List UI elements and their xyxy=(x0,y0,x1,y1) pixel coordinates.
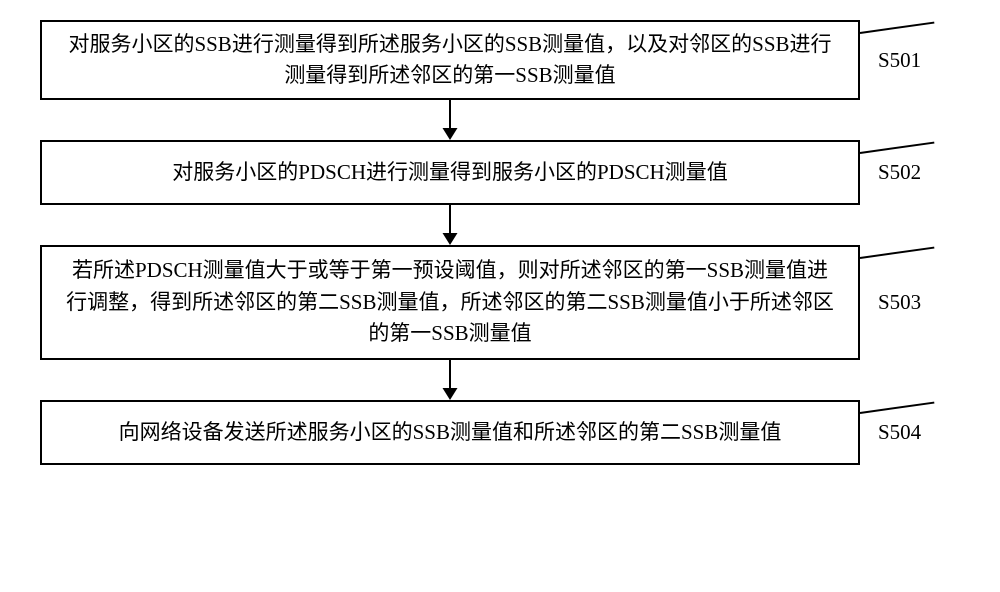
step-text-2: 对服务小区的PDSCH进行测量得到服务小区的PDSCH测量值 xyxy=(172,157,727,189)
step-box-3: 若所述PDSCH测量值大于或等于第一预设阈值，则对所述邻区的第一SSB测量值进行… xyxy=(40,245,860,360)
arrow-icon xyxy=(438,100,462,140)
step-label-2: S502 xyxy=(878,160,921,185)
step-label-3: S503 xyxy=(878,290,921,315)
step-row-4: 向网络设备发送所述服务小区的SSB测量值和所述邻区的第二SSB测量值 S504 xyxy=(40,400,960,465)
arrow-2-3 xyxy=(40,205,860,245)
step-text-1: 对服务小区的SSB进行测量得到所述服务小区的SSB测量值，以及对邻区的SSB进行… xyxy=(62,29,838,92)
step-row-1: 对服务小区的SSB进行测量得到所述服务小区的SSB测量值，以及对邻区的SSB进行… xyxy=(40,20,960,100)
step-label-1: S501 xyxy=(878,48,921,73)
step-box-2: 对服务小区的PDSCH进行测量得到服务小区的PDSCH测量值 xyxy=(40,140,860,205)
step-box-1: 对服务小区的SSB进行测量得到所述服务小区的SSB测量值，以及对邻区的SSB进行… xyxy=(40,20,860,100)
arrow-icon xyxy=(438,205,462,245)
arrow-1-2 xyxy=(40,100,860,140)
step-text-3: 若所述PDSCH测量值大于或等于第一预设阈值，则对所述邻区的第一SSB测量值进行… xyxy=(62,255,838,350)
step-box-4: 向网络设备发送所述服务小区的SSB测量值和所述邻区的第二SSB测量值 xyxy=(40,400,860,465)
arrow-icon xyxy=(438,360,462,400)
step-row-2: 对服务小区的PDSCH进行测量得到服务小区的PDSCH测量值 S502 xyxy=(40,140,960,205)
step-label-4: S504 xyxy=(878,420,921,445)
step-text-4: 向网络设备发送所述服务小区的SSB测量值和所述邻区的第二SSB测量值 xyxy=(119,417,782,449)
arrow-3-4 xyxy=(40,360,860,400)
flowchart-container: 对服务小区的SSB进行测量得到所述服务小区的SSB测量值，以及对邻区的SSB进行… xyxy=(40,20,960,465)
step-row-3: 若所述PDSCH测量值大于或等于第一预设阈值，则对所述邻区的第一SSB测量值进行… xyxy=(40,245,960,360)
